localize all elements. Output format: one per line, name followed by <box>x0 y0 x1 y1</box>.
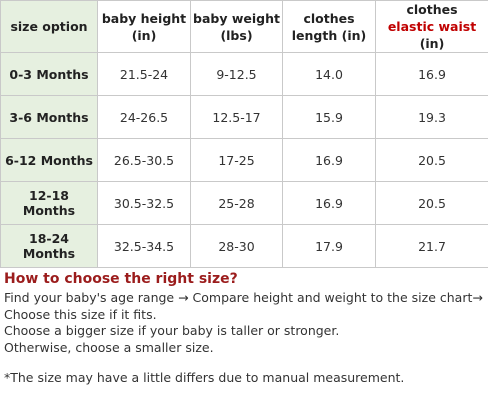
weight-cell: 28-30 <box>190 224 283 268</box>
height-cell: 26.5-30.5 <box>97 138 191 182</box>
size-cell: 12-18 Months <box>0 181 98 225</box>
weight-cell: 9-12.5 <box>190 52 283 96</box>
waist-cell: 20.5 <box>375 138 488 182</box>
table-row: 12-18 Months 30.5-32.5 25-28 16.9 20.5 <box>0 181 488 225</box>
header-baby-height-line2: (in) <box>131 27 157 43</box>
guide-step-1: Find your baby's age range → Compare hei… <box>4 290 483 305</box>
size-chart-table: size option baby height (in) baby weight… <box>0 0 488 268</box>
length-cell: 16.9 <box>282 181 376 225</box>
weight-cell: 25-28 <box>190 181 283 225</box>
weight-cell: 12.5-17 <box>190 95 283 139</box>
header-elastic-waist-accent: elastic waist <box>387 19 477 34</box>
height-cell: 21.5-24 <box>97 52 191 96</box>
measurement-footnote: *The size may have a little differs due … <box>4 370 405 385</box>
weight-cell: 17-25 <box>190 138 283 182</box>
length-cell: 17.9 <box>282 224 376 268</box>
header-baby-weight-line1: baby weight <box>193 10 280 26</box>
header-elastic-waist-line2: elastic waist (in) <box>376 18 488 52</box>
header-elastic-waist-line1: clothes <box>406 2 458 17</box>
table-row: 6-12 Months 26.5-30.5 17-25 16.9 20.5 <box>0 138 488 182</box>
height-cell: 24-26.5 <box>97 95 191 139</box>
header-elastic-waist: clothes elastic waist (in) <box>375 0 488 53</box>
height-cell: 32.5-34.5 <box>97 224 191 268</box>
size-cell: 18-24 Months <box>0 224 98 268</box>
waist-cell: 19.3 <box>375 95 488 139</box>
height-cell: 30.5-32.5 <box>97 181 191 225</box>
guide-step-2: Choose this size if it fits. <box>4 306 157 322</box>
waist-cell: 16.9 <box>375 52 488 96</box>
table-row: 3-6 Months 24-26.5 12.5-17 15.9 19.3 <box>0 95 488 139</box>
header-clothes-length-line2: length (in) <box>291 27 367 43</box>
guide-step-3: Choose a bigger size if your baby is tal… <box>4 323 340 338</box>
waist-cell: 21.7 <box>375 224 488 268</box>
header-elastic-waist-unit: (in) <box>419 36 445 51</box>
table-row: 0-3 Months 21.5-24 9-12.5 14.0 16.9 <box>0 52 488 96</box>
size-guide: How to choose the right size? Find your … <box>4 270 484 387</box>
table-row: 18-24 Months 32.5-34.5 28-30 17.9 21.7 <box>0 224 488 268</box>
header-baby-height-line1: baby height <box>101 10 187 26</box>
length-cell: 15.9 <box>282 95 376 139</box>
guide-title: How to choose the right size? <box>4 271 238 287</box>
header-baby-weight: baby weight (lbs) <box>190 0 283 53</box>
size-cell: 3-6 Months <box>0 95 98 139</box>
header-size-option: size option <box>0 0 98 53</box>
header-baby-height: baby height (in) <box>97 0 191 53</box>
guide-step-4: Otherwise, choose a smaller size. <box>4 339 214 355</box>
header-clothes-length: clothes length (in) <box>282 0 376 53</box>
length-cell: 14.0 <box>282 52 376 96</box>
size-cell: 0-3 Months <box>0 52 98 96</box>
table-header-row: size option baby height (in) baby weight… <box>0 0 488 53</box>
header-size-option-label: size option <box>10 19 88 34</box>
size-cell: 6-12 Months <box>0 138 98 182</box>
header-baby-weight-line2: (lbs) <box>220 27 253 43</box>
length-cell: 16.9 <box>282 138 376 182</box>
header-clothes-length-line1: clothes <box>303 10 355 26</box>
waist-cell: 20.5 <box>375 181 488 225</box>
